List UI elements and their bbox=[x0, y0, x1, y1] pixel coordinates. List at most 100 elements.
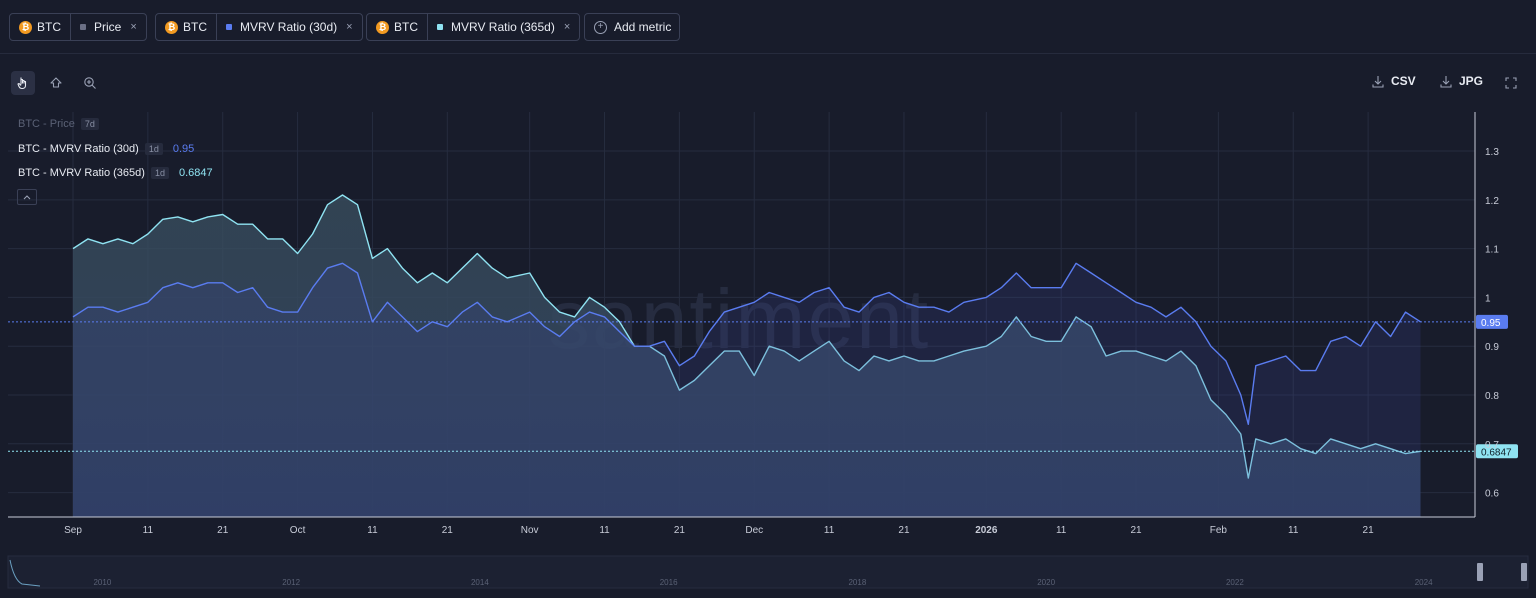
legend-interval: 7d bbox=[80, 118, 99, 130]
x-tick-label: 21 bbox=[217, 525, 229, 536]
y-tick-label: 0.6 bbox=[1485, 489, 1499, 500]
x-tick-label: Nov bbox=[521, 525, 539, 536]
legend-collapse-button[interactable] bbox=[17, 189, 37, 205]
bitcoin-icon: ₿ bbox=[165, 20, 178, 34]
download-jpg-button[interactable]: JPG bbox=[1440, 74, 1483, 88]
plus-icon: + bbox=[594, 20, 607, 34]
jpg-label: JPG bbox=[1459, 74, 1484, 88]
x-tick-label: Dec bbox=[745, 525, 763, 536]
hand-pointer-icon bbox=[17, 77, 27, 90]
x-tick-label: 21 bbox=[442, 525, 454, 536]
close-icon[interactable]: × bbox=[346, 21, 353, 33]
add-metric-label: Add metric bbox=[614, 20, 672, 34]
zoom-tool-button[interactable] bbox=[78, 71, 102, 95]
y-tick-label: 1.3 bbox=[1485, 147, 1499, 158]
asset-label: BTC bbox=[394, 20, 418, 34]
metric-pill-mvrv-30d[interactable]: ₿ BTC MVRV Ratio (30d) × bbox=[155, 13, 363, 41]
series-area-mvrv-30d bbox=[73, 263, 1421, 517]
x-tick-label: Feb bbox=[1210, 525, 1228, 536]
legend-row-mvrv-30d[interactable]: BTC - MVRV Ratio (30d) 1d 0.95 bbox=[18, 143, 194, 155]
legend-value: 0.6847 bbox=[178, 167, 213, 179]
x-tick-label: 11 bbox=[824, 525, 835, 536]
legend-value: 0.95 bbox=[172, 143, 195, 155]
metric-label: MVRV Ratio (30d) bbox=[240, 20, 338, 34]
close-icon[interactable]: × bbox=[130, 21, 137, 33]
metric-selector[interactable]: MVRV Ratio (365d) × bbox=[427, 14, 579, 40]
download-icon bbox=[1440, 75, 1452, 88]
bitcoin-icon: ₿ bbox=[376, 20, 389, 34]
y-tick-label: 0.7 bbox=[1485, 440, 1499, 451]
pointer-tool-button[interactable] bbox=[11, 71, 35, 95]
navigator-year-label: 2018 bbox=[848, 578, 866, 587]
metric-selector[interactable]: MVRV Ratio (30d) × bbox=[216, 14, 362, 40]
last-value-tag bbox=[1476, 314, 1508, 329]
navigator-handle-right bbox=[1521, 563, 1527, 581]
series-line-mvrv-365d bbox=[72, 194, 1421, 479]
metric-bar: ₿ BTC Price × ₿ BTC MVRV Ratio (30d) × ₿… bbox=[0, 0, 1536, 54]
asset-selector[interactable]: ₿ BTC bbox=[367, 14, 427, 40]
metric-color-dot bbox=[226, 24, 232, 30]
navigator-year-label: 2022 bbox=[1226, 578, 1244, 587]
x-tick-label: 21 bbox=[898, 525, 910, 536]
legend-name: BTC - MVRV Ratio (30d) bbox=[18, 143, 139, 155]
x-tick-label: 2026 bbox=[975, 525, 998, 536]
metric-label: Price bbox=[94, 20, 122, 34]
y-tick-label: 1 bbox=[1485, 293, 1491, 304]
metric-color-dot bbox=[80, 24, 86, 30]
download-csv-button[interactable]: CSV bbox=[1372, 74, 1416, 88]
metric-pill-mvrv-365d[interactable]: ₿ BTC MVRV Ratio (365d) × bbox=[366, 13, 581, 41]
navigator-year-label: 2012 bbox=[282, 578, 300, 587]
add-metric-button[interactable]: + Add metric bbox=[584, 13, 680, 41]
bitcoin-icon: ₿ bbox=[19, 20, 32, 34]
last-value-tag bbox=[1476, 444, 1518, 459]
legend-interval: 1d bbox=[144, 143, 163, 155]
metric-selector[interactable]: Price × bbox=[70, 14, 146, 40]
x-tick-label: 21 bbox=[1130, 525, 1142, 536]
navigator-overview-line bbox=[9, 559, 41, 587]
asset-selector[interactable]: ₿ BTC bbox=[10, 14, 70, 40]
asset-label: BTC bbox=[37, 20, 61, 34]
navigator-year-label: 2016 bbox=[660, 578, 678, 587]
series-line-mvrv-30d bbox=[72, 262, 1421, 425]
fullscreen-icon bbox=[1505, 77, 1517, 89]
y-tick-label: 0.8 bbox=[1485, 391, 1499, 402]
fullscreen-button[interactable] bbox=[1499, 71, 1523, 95]
metric-pill-price[interactable]: ₿ BTC Price × bbox=[9, 13, 147, 41]
legend-row-price[interactable]: BTC - Price 7d bbox=[18, 118, 99, 130]
reset-view-button[interactable] bbox=[44, 71, 68, 95]
legend-interval: 1d bbox=[150, 167, 169, 179]
asset-selector[interactable]: ₿ BTC bbox=[156, 14, 216, 40]
chevron-up-icon bbox=[23, 195, 31, 200]
x-tick-label: 21 bbox=[1363, 525, 1375, 536]
navigator-year-label: 2024 bbox=[1415, 578, 1433, 587]
legend-name: BTC - Price bbox=[18, 118, 75, 130]
zoom-in-icon bbox=[84, 77, 96, 89]
download-icon bbox=[1372, 75, 1384, 88]
close-icon[interactable]: × bbox=[563, 21, 571, 33]
y-tick-label: 1.1 bbox=[1485, 245, 1499, 256]
navigator-handle-left bbox=[1477, 563, 1483, 581]
home-icon bbox=[50, 77, 62, 88]
metric-label: MVRV Ratio (365d) bbox=[451, 20, 555, 34]
navigator-year-label: 2010 bbox=[93, 578, 111, 587]
x-tick-label: Oct bbox=[290, 525, 306, 536]
last-value-label: 0.95 bbox=[1481, 318, 1501, 329]
y-tick-label: 0.9 bbox=[1485, 342, 1499, 353]
legend-row-mvrv-365d[interactable]: BTC - MVRV Ratio (365d) 1d 0.6847 bbox=[18, 167, 213, 179]
csv-label: CSV bbox=[1391, 74, 1416, 88]
x-tick-label: 11 bbox=[367, 525, 378, 536]
x-tick-label: 11 bbox=[1056, 525, 1067, 536]
y-tick-label: 1.2 bbox=[1485, 196, 1499, 207]
navigator-year-label: 2020 bbox=[1037, 578, 1055, 587]
x-tick-label: 11 bbox=[1288, 525, 1299, 536]
asset-label: BTC bbox=[183, 20, 207, 34]
x-tick-label: 11 bbox=[143, 525, 154, 536]
navigator bbox=[7, 555, 1529, 589]
x-tick-label: 11 bbox=[599, 525, 610, 536]
x-tick-label: Sep bbox=[64, 525, 82, 536]
metric-color-dot bbox=[437, 24, 443, 30]
x-tick-label: 21 bbox=[674, 525, 686, 536]
legend-name: BTC - MVRV Ratio (365d) bbox=[18, 167, 145, 179]
last-value-label: 0.6847 bbox=[1481, 447, 1512, 458]
